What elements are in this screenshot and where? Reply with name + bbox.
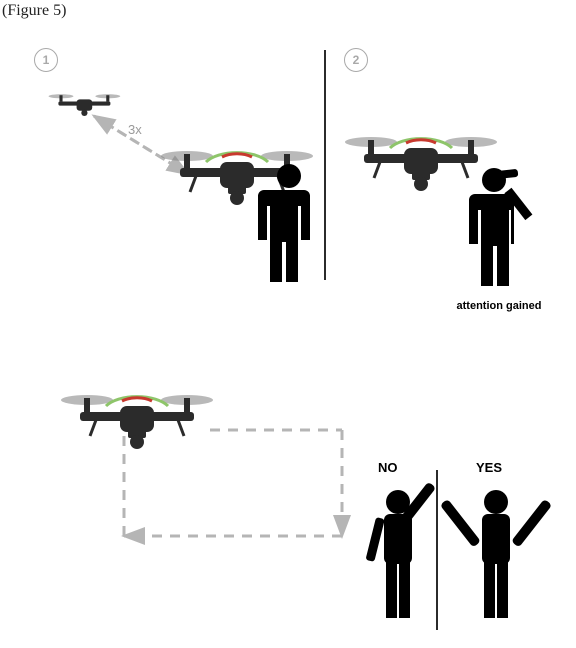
person-standing bbox=[254, 162, 324, 292]
person-salute bbox=[458, 166, 538, 296]
no-label: NO bbox=[378, 460, 398, 475]
person-yes bbox=[446, 478, 546, 628]
attention-label: attention gained bbox=[444, 300, 554, 312]
person-no bbox=[352, 478, 442, 628]
yes-label: YES bbox=[476, 460, 502, 475]
figure: (Figure 5) 1 2 3x bbox=[0, 0, 576, 648]
